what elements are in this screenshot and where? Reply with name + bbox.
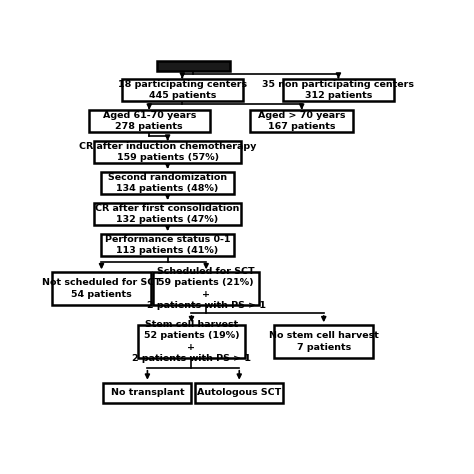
FancyBboxPatch shape [156, 61, 230, 72]
Text: Second randomization
134 patients (48%): Second randomization 134 patients (48%) [108, 173, 227, 193]
Text: No transplant: No transplant [110, 388, 184, 397]
Text: Aged 61-70 years
278 patients: Aged 61-70 years 278 patients [102, 110, 196, 131]
FancyBboxPatch shape [52, 272, 151, 305]
FancyBboxPatch shape [101, 172, 234, 194]
FancyBboxPatch shape [101, 234, 234, 256]
FancyBboxPatch shape [250, 110, 353, 132]
FancyBboxPatch shape [283, 79, 393, 100]
FancyBboxPatch shape [195, 383, 283, 403]
FancyBboxPatch shape [122, 79, 243, 100]
Text: Scheduled for SCT
59 patients (21%)
+
2 patients with PS > 1: Scheduled for SCT 59 patients (21%) + 2 … [146, 267, 266, 310]
FancyBboxPatch shape [103, 383, 191, 403]
FancyBboxPatch shape [89, 110, 210, 132]
FancyBboxPatch shape [94, 203, 241, 225]
Text: 18 participating centers
445 patients: 18 participating centers 445 patients [118, 80, 247, 100]
Text: CR after induction chemotherapy
159 patients (57%): CR after induction chemotherapy 159 pati… [79, 142, 256, 162]
Text: No stem cell harvest
7 patients: No stem cell harvest 7 patients [269, 331, 379, 352]
FancyBboxPatch shape [274, 325, 374, 358]
Text: Aged > 70 years
167 patients: Aged > 70 years 167 patients [258, 110, 346, 131]
Text: Not scheduled for SCT
54 patients: Not scheduled for SCT 54 patients [42, 278, 161, 299]
Text: Performance status 0-1
113 patients (41%): Performance status 0-1 113 patients (41%… [105, 235, 230, 255]
Text: Stem cell harvest
52 patients (19%)
+
2 patients with PS > 1: Stem cell harvest 52 patients (19%) + 2 … [132, 320, 251, 363]
Text: CR after first consolidation
132 patients (47%): CR after first consolidation 132 patient… [95, 204, 240, 224]
FancyBboxPatch shape [94, 141, 241, 163]
Text: 35 non participating centers
312 patients: 35 non participating centers 312 patient… [263, 80, 414, 100]
FancyBboxPatch shape [153, 272, 259, 305]
FancyBboxPatch shape [138, 325, 245, 358]
Text: Autologous SCT: Autologous SCT [197, 388, 282, 397]
